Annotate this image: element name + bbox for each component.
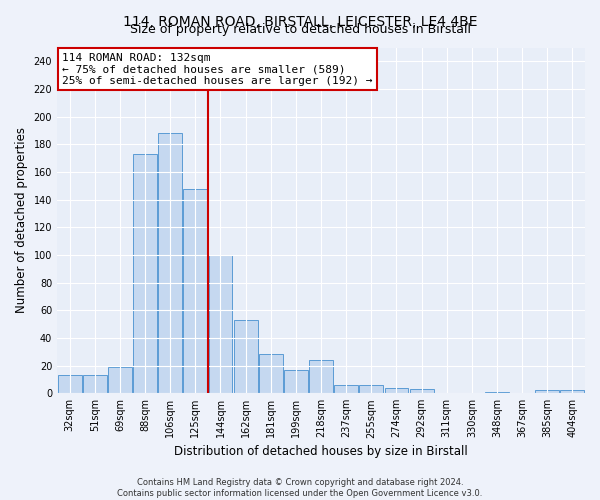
Bar: [158, 133, 182, 393]
X-axis label: Distribution of detached houses by size in Birstall: Distribution of detached houses by size …: [174, 444, 468, 458]
Bar: [133, 154, 157, 393]
Text: 114 ROMAN ROAD: 132sqm
← 75% of detached houses are smaller (589)
25% of semi-de: 114 ROMAN ROAD: 132sqm ← 75% of detached…: [62, 52, 373, 86]
Bar: [284, 370, 308, 393]
Bar: [209, 255, 232, 393]
Bar: [83, 375, 107, 393]
Bar: [58, 375, 82, 393]
Bar: [108, 367, 132, 393]
Bar: [309, 360, 333, 393]
Bar: [385, 388, 409, 393]
Bar: [410, 389, 434, 393]
Bar: [485, 392, 509, 393]
Text: 114, ROMAN ROAD, BIRSTALL, LEICESTER, LE4 4BE: 114, ROMAN ROAD, BIRSTALL, LEICESTER, LE…: [123, 15, 477, 29]
Bar: [184, 188, 207, 393]
Y-axis label: Number of detached properties: Number of detached properties: [15, 128, 28, 314]
Bar: [359, 385, 383, 393]
Text: Size of property relative to detached houses in Birstall: Size of property relative to detached ho…: [130, 22, 470, 36]
Bar: [535, 390, 559, 393]
Bar: [334, 385, 358, 393]
Bar: [560, 390, 584, 393]
Bar: [233, 320, 257, 393]
Text: Contains HM Land Registry data © Crown copyright and database right 2024.
Contai: Contains HM Land Registry data © Crown c…: [118, 478, 482, 498]
Bar: [259, 354, 283, 393]
